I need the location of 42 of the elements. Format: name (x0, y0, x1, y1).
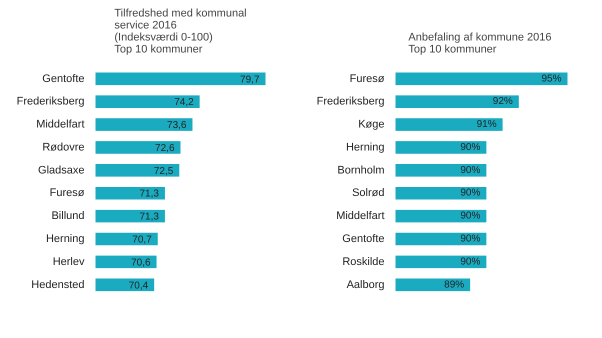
data-label: 92% (492, 96, 513, 108)
y-tick-label: Herning (346, 141, 385, 154)
y-tick-label: Roskilde (342, 256, 385, 268)
data-label: 70,4 (128, 280, 149, 292)
y-tick-label: Billund (51, 210, 85, 222)
y-tick-label: Gentofte (42, 72, 85, 85)
y-tick-label: Middelfart (36, 118, 84, 131)
y-tick-label: Furesø (50, 187, 85, 200)
y-tick-label: Rødovre (42, 141, 85, 154)
data-label: 72,6 (155, 142, 175, 154)
data-label: 90% (460, 234, 480, 244)
y-tick-label: Gladsaxe (38, 164, 85, 176)
chart-title: Tilfredshed med kommunal service 2016 (Indeksværdi 0-100) Top 10 kommuner (114, 8, 247, 56)
data-label: 95% (541, 73, 562, 84)
data-label: 91% (476, 119, 497, 130)
y-tick-label: Frederiksberg (16, 96, 84, 108)
y-tick-label: Frederiksberg (316, 96, 384, 108)
data-label: 90% (460, 188, 480, 199)
data-label: 90% (460, 164, 480, 176)
chart-title: Anbefaling af kommune 2016 Top 10 kommuner (408, 32, 552, 56)
data-label: 90% (460, 142, 480, 153)
data-label: 79,7 (240, 74, 260, 86)
data-label: 74,2 (174, 97, 194, 108)
data-label: 72,5 (154, 166, 174, 177)
y-tick-label: Gentofte (342, 233, 385, 245)
y-tick-label: Bornholm (337, 164, 384, 176)
y-tick-label: Køge (358, 118, 385, 131)
data-label: 89% (444, 279, 464, 290)
y-tick-label: Furesø (350, 72, 385, 85)
data-label: 70,7 (132, 234, 152, 246)
data-label: 71,3 (139, 188, 160, 200)
data-label: 90% (460, 256, 480, 268)
y-tick-label: Middelfart (336, 210, 384, 222)
data-label: 73,6 (167, 120, 187, 132)
data-label: 70,6 (131, 257, 151, 268)
data-label: 71,3 (139, 212, 160, 223)
y-tick-label: Solrød (352, 187, 385, 200)
data-label: 90% (460, 210, 480, 222)
y-tick-label: Herning (46, 233, 85, 245)
y-tick-label: Herlev (52, 256, 85, 268)
y-tick-label: Aalborg (346, 278, 385, 291)
y-tick-label: Hedensted (31, 278, 85, 291)
